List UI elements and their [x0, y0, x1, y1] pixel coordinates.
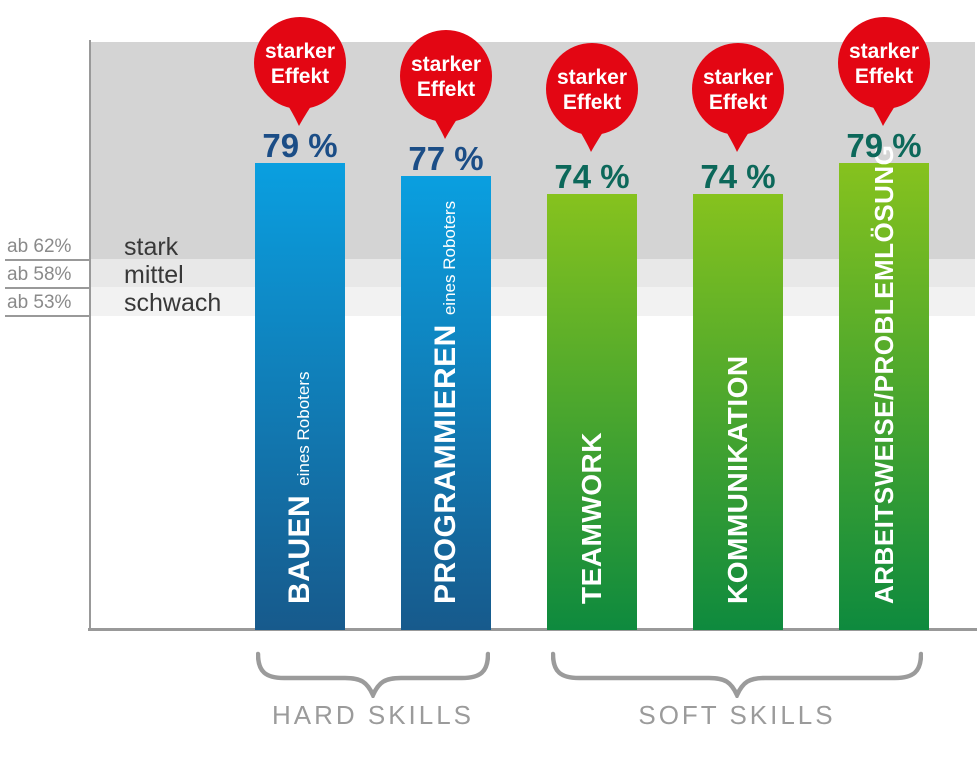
- value-label-bauen: 79 %: [262, 127, 338, 164]
- strong-effect-badge-kommunikation: starker Effekt: [692, 43, 784, 152]
- value-label-teamwork: 74 %: [554, 158, 630, 195]
- badge-text-line1: starker: [265, 40, 335, 63]
- badge-text-line1: starker: [703, 66, 773, 89]
- zone-name-stark: stark: [124, 233, 179, 261]
- bar-label-kommunikation: KOMMUNIKATION: [722, 355, 753, 604]
- group-label-hard-skills: HARD SKILLS: [271, 700, 475, 730]
- badge-text-line2: Effekt: [855, 65, 913, 88]
- zone-name-schwach: schwach: [124, 289, 222, 317]
- strong-effect-badge-teamwork: starker Effekt: [546, 43, 638, 152]
- bar-label-teamwork: TEAMWORK: [576, 432, 607, 604]
- strong-effect-badge-arbeitsweise: starker Effekt: [838, 17, 930, 126]
- group-label-soft-skills: SOFT SKILLS: [638, 700, 836, 730]
- badge-text-line1: starker: [557, 66, 627, 89]
- value-label-programmieren: 77 %: [408, 140, 484, 177]
- badge-text-line2: Effekt: [563, 91, 621, 114]
- bar-bauen: BAUEN eines Roboters: [255, 163, 345, 630]
- zone-medium-effect: [91, 259, 975, 287]
- y-axis-line: [89, 40, 91, 630]
- x-axis-baseline: [88, 628, 977, 631]
- badge-text-line1: starker: [849, 40, 919, 63]
- bar-label-bauen: BAUEN eines Roboters: [283, 371, 316, 604]
- bar-kommunikation: KOMMUNIKATION: [693, 194, 783, 630]
- bar-teamwork: TEAMWORK: [547, 194, 637, 630]
- badge-text-line2: Effekt: [417, 78, 475, 101]
- bar-label-arbeitsweise: ARBEITSWEISE/PROBLEMLÖSUNG: [868, 144, 899, 604]
- bar-programmieren: PROGRAMMIEREN eines Roboters: [401, 176, 491, 630]
- hard-skills-brace: [256, 651, 490, 698]
- zone-strong-effect: [91, 42, 975, 259]
- bar-label-programmieren: PROGRAMMIEREN eines Roboters: [429, 200, 462, 604]
- value-label-arbeitsweise: 79 %: [846, 127, 922, 164]
- badge-text-line2: Effekt: [271, 65, 329, 88]
- badge-text-line2: Effekt: [709, 91, 767, 114]
- threshold-label-53: ab 53%: [5, 293, 91, 317]
- badge-text-line1: starker: [411, 53, 481, 76]
- bar-arbeitsweise: ARBEITSWEISE/PROBLEMLÖSUNG: [839, 144, 929, 630]
- soft-skills-brace: [551, 651, 923, 698]
- threshold-label-58: ab 58%: [5, 265, 91, 289]
- strong-effect-badge-bauen: starker Effekt: [254, 17, 346, 126]
- value-label-kommunikation: 74 %: [700, 158, 776, 195]
- threshold-label-62: ab 62%: [5, 237, 91, 261]
- zone-weak-effect: [91, 287, 975, 316]
- zone-name-mittel: mittel: [124, 261, 184, 289]
- strong-effect-badge-programmieren: starker Effekt: [400, 30, 492, 139]
